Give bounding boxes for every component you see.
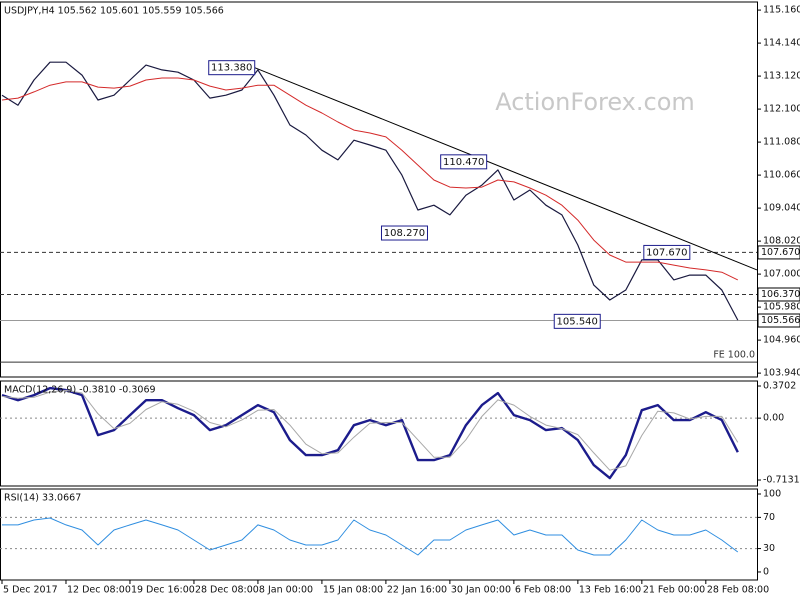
fe-label: FE 100.0 (713, 350, 755, 361)
y-tick-label: 0.00 (763, 413, 784, 424)
x-tick-label: 28 Dec 08:00 (195, 585, 259, 596)
x-tick-label: 6 Feb 08:00 (515, 585, 571, 596)
annotation-label: 110.470 (443, 157, 484, 168)
level-label: 107.670 (761, 247, 800, 258)
y-tick-label: 114.140 (763, 38, 800, 49)
level-box (757, 313, 800, 328)
y-tick-label: 108.020 (763, 236, 800, 247)
y-tick-label: 115.160 (763, 5, 800, 16)
annotation-box (208, 60, 256, 76)
panel-frame (0, 1, 758, 378)
x-tick-label: 22 Jan 16:00 (387, 585, 447, 596)
y-tick-label: 104.960 (763, 335, 800, 346)
x-tick-label: 8 Jan 00:00 (259, 585, 313, 596)
y-tick-label: 30 (763, 543, 775, 554)
y-tick-label: 111.080 (763, 137, 800, 148)
annotation-box (380, 225, 428, 241)
y-tick-label: -0.7131 (763, 475, 800, 486)
watermark: ActionForex.com (495, 88, 695, 116)
x-tick-label: 28 Feb 08:00 (707, 585, 769, 596)
annotation-label: 107.670 (646, 247, 687, 258)
x-tick-label: 15 Jan 08:00 (323, 585, 383, 596)
y-tick-label: 112.100 (763, 104, 800, 115)
panel-title: MACD(12,26,9) -0.3810 -0.3069 (4, 385, 156, 396)
series-line (1, 77, 739, 281)
level-box (757, 287, 800, 302)
series-line (2, 517, 739, 556)
level-label: 106.370 (761, 289, 800, 300)
panel-title: RSI(14) 33.0667 (4, 493, 81, 504)
trendline (254, 67, 758, 271)
x-tick-label: 19 Dec 16:00 (131, 585, 195, 596)
y-tick-label: 105.980 (763, 302, 800, 313)
x-tick-label: 13 Feb 16:00 (579, 585, 641, 596)
level-label: 105.566 (761, 315, 800, 326)
annotation-label: 105.540 (557, 316, 598, 327)
y-tick-label: 100 (763, 488, 781, 499)
series-line (1, 61, 739, 321)
y-tick-label: 0 (763, 566, 769, 577)
level-box (757, 245, 800, 260)
annotation-box (643, 244, 691, 260)
annotation-box (440, 154, 488, 170)
x-tick-label: 30 Jan 00:00 (451, 585, 511, 596)
series-line (1, 386, 739, 480)
y-tick-label: 107.000 (763, 269, 800, 280)
y-tick-label: 113.120 (763, 71, 800, 82)
y-tick-label: 103.940 (763, 368, 800, 379)
x-tick-label: 21 Feb 00:00 (643, 585, 705, 596)
panel-frame (0, 488, 758, 581)
x-tick-label: 5 Dec 2017 (3, 585, 58, 596)
annotation-label: 113.380 (211, 63, 252, 74)
panel-title: USDJPY,H4 105.562 105.601 105.559 105.56… (4, 6, 224, 17)
annotation-box (553, 313, 601, 329)
y-tick-label: 0.3702 (763, 381, 796, 392)
series-line (1, 389, 739, 471)
annotation-label: 108.270 (384, 228, 425, 239)
x-tick-label: 12 Dec 08:00 (67, 585, 131, 596)
y-tick-label: 70 (763, 512, 775, 523)
y-tick-label: 109.040 (763, 203, 800, 214)
y-tick-label: 110.060 (763, 170, 800, 181)
panel-frame (0, 380, 758, 487)
